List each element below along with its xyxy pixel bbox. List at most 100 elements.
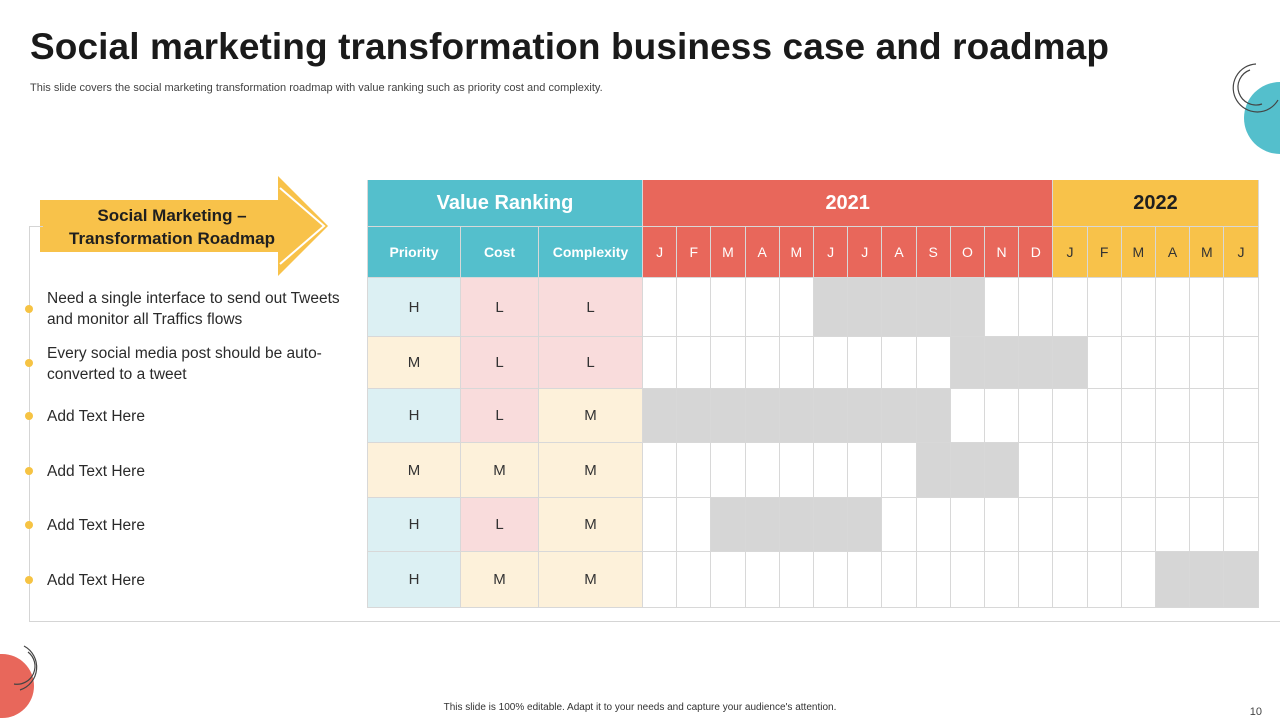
gantt-empty-cell	[1156, 337, 1191, 389]
gantt-bar-cell	[882, 389, 917, 443]
gantt-bar-cell	[677, 389, 712, 443]
gantt-bar-cell	[848, 498, 883, 552]
task-item: Add Text Here	[25, 459, 358, 483]
bullet-dot	[25, 359, 33, 367]
gantt-bar-cell	[916, 443, 951, 498]
gantt-empty-cell	[1019, 389, 1054, 443]
gantt-bar-cell	[950, 337, 985, 389]
complexity-value: L	[539, 278, 643, 337]
task-item: Every social media post should be auto-c…	[25, 340, 358, 386]
gantt-empty-cell	[1121, 337, 1156, 389]
arrow-label-line-1: Social Marketing –	[97, 206, 247, 225]
complexity-value: M	[539, 552, 643, 608]
gantt-empty-cell	[643, 498, 678, 552]
page-title: Social marketing transformation business…	[30, 26, 1110, 67]
cost-value: M	[461, 443, 539, 498]
timeline-vertical-line	[29, 226, 30, 621]
gantt-empty-cell	[745, 552, 780, 608]
gantt-empty-cell	[1121, 552, 1156, 608]
complexity-value: L	[539, 337, 643, 389]
cost-value: L	[461, 498, 539, 552]
bottom-divider-line	[29, 621, 1280, 622]
gantt-bar-cell	[1224, 552, 1259, 608]
gantt-empty-cell	[779, 278, 814, 337]
gantt-bar-cell	[1019, 337, 1054, 389]
gantt-bar-cell	[950, 443, 985, 498]
gantt-empty-cell	[711, 552, 746, 608]
footer-note: This slide is 100% editable. Adapt it to…	[443, 702, 837, 713]
gantt-bar-cell	[882, 278, 917, 337]
gantt-empty-cell	[1224, 278, 1259, 337]
gantt-empty-cell	[1019, 498, 1054, 552]
month-header-2021: A	[745, 227, 780, 278]
gantt-empty-cell	[1224, 443, 1259, 498]
gantt-empty-cell	[677, 443, 712, 498]
gantt-empty-cell	[848, 443, 883, 498]
month-header-2022: F	[1087, 227, 1122, 278]
month-header-2022: J	[1053, 227, 1088, 278]
month-header-2022: M	[1121, 227, 1156, 278]
gantt-bar-cell	[779, 498, 814, 552]
roadmap-table: Value Ranking 2021 2022 Priority Cost Complex…	[367, 180, 1259, 608]
gantt-empty-cell	[848, 552, 883, 608]
bullet-dot	[25, 412, 33, 420]
cost-value: L	[461, 278, 539, 337]
gantt-bar-cell	[814, 278, 849, 337]
gantt-bar-cell	[814, 498, 849, 552]
priority-value: H	[368, 389, 461, 443]
gantt-empty-cell	[1190, 278, 1225, 337]
gantt-empty-cell	[1121, 498, 1156, 552]
gantt-empty-cell	[882, 552, 917, 608]
gantt-bar-cell	[745, 389, 780, 443]
priority-value: M	[368, 337, 461, 389]
month-header-2021: D	[1019, 227, 1054, 278]
gantt-empty-cell	[643, 278, 678, 337]
bullet-dot	[25, 305, 33, 313]
gantt-empty-cell	[1087, 389, 1122, 443]
gantt-empty-cell	[882, 443, 917, 498]
month-header-2022: M	[1190, 227, 1225, 278]
gantt-empty-cell	[745, 443, 780, 498]
gantt-empty-cell	[950, 552, 985, 608]
gantt-empty-cell	[916, 552, 951, 608]
task-text: Add Text Here	[47, 572, 145, 589]
gantt-empty-cell	[711, 278, 746, 337]
gantt-bar-cell	[1053, 337, 1088, 389]
gantt-empty-cell	[1121, 443, 1156, 498]
gantt-empty-cell	[1224, 389, 1259, 443]
gantt-empty-cell	[711, 337, 746, 389]
year-2021-header: 2021	[643, 180, 1054, 227]
gantt-empty-cell	[1019, 552, 1054, 608]
task-item: Need a single interface to send out Twee…	[25, 286, 358, 332]
gantt-bar-cell	[1190, 552, 1225, 608]
gantt-empty-cell	[1053, 443, 1088, 498]
gantt-empty-cell	[1156, 498, 1191, 552]
gantt-empty-cell	[1156, 389, 1191, 443]
gantt-empty-cell	[1121, 278, 1156, 337]
month-header-2021: J	[814, 227, 849, 278]
gantt-empty-cell	[916, 337, 951, 389]
gantt-empty-cell	[1190, 498, 1225, 552]
gantt-empty-cell	[1156, 278, 1191, 337]
gantt-empty-cell	[1087, 552, 1122, 608]
gantt-empty-cell	[1053, 498, 1088, 552]
gantt-bar-cell	[950, 278, 985, 337]
complexity-column-header: Complexity	[539, 227, 643, 278]
task-text: Add Text Here	[47, 408, 145, 425]
bullet-dot	[25, 521, 33, 529]
gantt-empty-cell	[643, 552, 678, 608]
complexity-value: M	[539, 443, 643, 498]
gantt-bar-cell	[916, 278, 951, 337]
complexity-value: M	[539, 389, 643, 443]
gantt-empty-cell	[1087, 498, 1122, 552]
gantt-empty-cell	[779, 443, 814, 498]
gantt-empty-cell	[985, 389, 1020, 443]
gantt-empty-cell	[779, 552, 814, 608]
gantt-bar-cell	[711, 498, 746, 552]
task-text: Add Text Here	[47, 517, 145, 534]
gantt-bar-cell	[643, 389, 678, 443]
month-header-2021: M	[779, 227, 814, 278]
gantt-empty-cell	[950, 389, 985, 443]
gantt-empty-cell	[814, 552, 849, 608]
month-header-2021: N	[985, 227, 1020, 278]
